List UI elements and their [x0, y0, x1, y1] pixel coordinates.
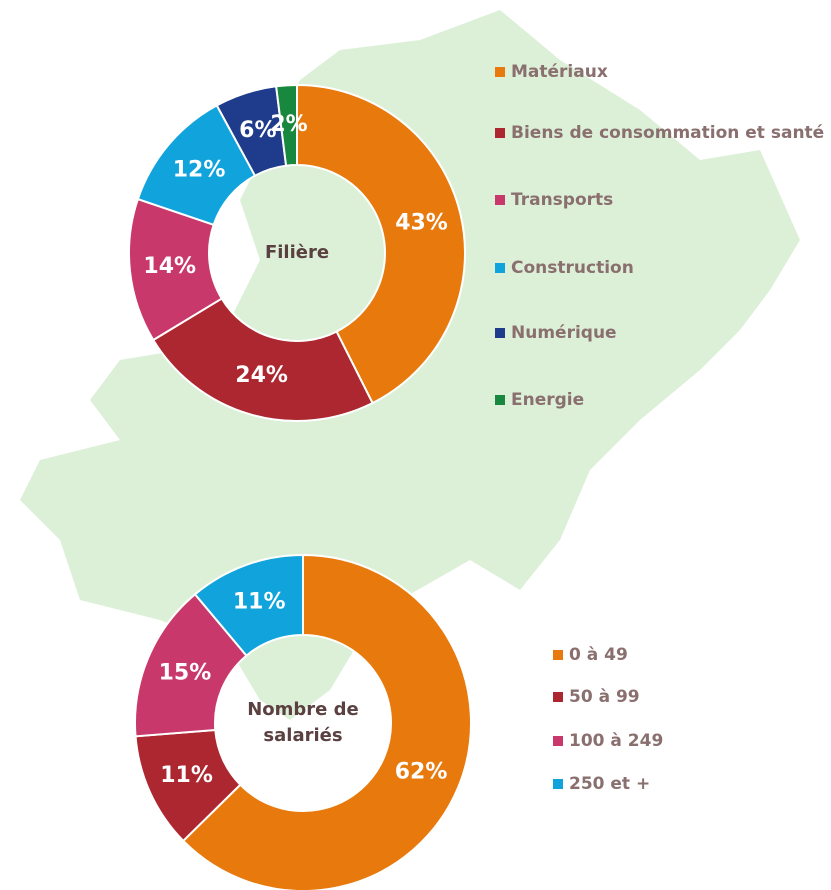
center-label: Nombre de salariés	[247, 699, 359, 746]
value-label: 2%	[270, 112, 307, 137]
value-label: 12%	[173, 158, 226, 183]
legend-label: Transports	[511, 190, 614, 210]
legend-swatch	[553, 692, 563, 702]
legend-label: Biens de consommation et santé	[511, 123, 825, 143]
legend-item: Numérique	[495, 321, 831, 345]
legend-label: 100 à 249	[569, 731, 664, 751]
value-label: 24%	[235, 363, 288, 388]
legend-item: Energie	[495, 388, 831, 412]
legend-label: 50 à 99	[569, 687, 640, 707]
value-label: 11%	[160, 763, 213, 788]
legend-swatch	[495, 128, 505, 138]
legend-item: Matériaux	[495, 60, 831, 84]
legend-item: 100 à 249	[553, 729, 819, 753]
legend-swatch	[495, 263, 505, 273]
legend-item: Transports	[495, 188, 831, 212]
donut-slice	[151, 297, 374, 422]
legend-swatch	[495, 67, 505, 77]
legend-label: Construction	[511, 258, 634, 278]
legend-swatch	[495, 195, 505, 205]
value-label: 43%	[395, 210, 448, 235]
center-label: Filière	[264, 242, 330, 263]
value-label: 62%	[395, 759, 448, 784]
legend-item: Biens de consommation et santé	[495, 121, 831, 145]
legend-item: 50 à 99	[553, 685, 819, 709]
value-label: 6%	[239, 118, 276, 143]
legend-item: Construction	[495, 256, 831, 280]
legend-label: Numérique	[511, 323, 617, 343]
legend-label: 250 et +	[569, 774, 651, 794]
legend-swatch	[553, 779, 563, 789]
legend-item: 250 et +	[553, 772, 819, 796]
legend-swatch	[553, 736, 563, 746]
donut-slice	[181, 553, 472, 890]
legend-item: 0 à 49	[553, 643, 819, 667]
legend-label: 0 à 49	[569, 645, 628, 665]
legend-label: Matériaux	[511, 62, 608, 82]
legend-label: Energie	[511, 390, 585, 410]
value-label: 14%	[143, 254, 196, 279]
legend-swatch	[495, 395, 505, 405]
legend-swatch	[553, 650, 563, 660]
value-label: 15%	[159, 661, 212, 686]
value-label: 11%	[233, 590, 286, 615]
donut-slice	[296, 83, 466, 405]
donut-slice	[193, 553, 304, 657]
legend-swatch	[495, 328, 505, 338]
donut-slice	[275, 83, 298, 167]
